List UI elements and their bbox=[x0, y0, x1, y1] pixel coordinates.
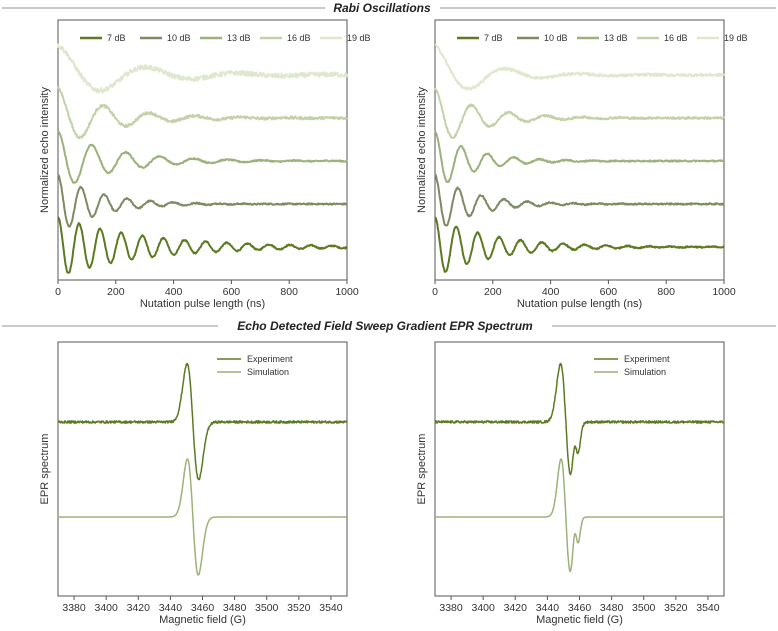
x-tick-label: 3520 bbox=[287, 602, 311, 614]
x-tick-label: 0 bbox=[432, 286, 438, 298]
x-tick-label: 1000 bbox=[712, 286, 736, 298]
series-line-16-dB bbox=[434, 87, 725, 139]
series-line-simulation bbox=[57, 458, 348, 576]
legend-label: 16 dB bbox=[287, 33, 311, 43]
x-tick-label: 200 bbox=[107, 286, 125, 298]
x-tick-label: 3420 bbox=[504, 602, 528, 614]
x-tick-label: 3540 bbox=[696, 602, 720, 614]
x-tick-label: 3420 bbox=[127, 602, 151, 614]
x-tick-label: 3440 bbox=[536, 602, 560, 614]
x-tick-label: 3500 bbox=[632, 602, 656, 614]
x-tick-label: 3440 bbox=[159, 602, 183, 614]
y-axis-label: EPR spectrum bbox=[416, 434, 428, 505]
series-line-16-dB bbox=[57, 86, 348, 140]
epr-chart-left: 3380 3400 3420 3440 3460 3480 3500 3520 3540 Magn… bbox=[39, 341, 348, 626]
section-header-epr: Echo Detected Field Sweep Gradient EPR S… bbox=[2, 319, 776, 333]
legend-label: 7 dB bbox=[107, 33, 126, 43]
legend-label: 10 dB bbox=[544, 33, 568, 43]
series-line-experiment bbox=[57, 362, 348, 481]
x-tick-label: 3540 bbox=[319, 602, 343, 614]
x-tick-label: 3400 bbox=[471, 602, 495, 614]
plot-frame bbox=[434, 341, 725, 597]
series-line-7-dB bbox=[434, 216, 725, 273]
x-tick-label: 1000 bbox=[335, 286, 359, 298]
section-title-rabi: Rabi Oscillations bbox=[333, 1, 431, 15]
legend-label: 13 dB bbox=[604, 33, 628, 43]
legend-label: 19 dB bbox=[724, 33, 748, 43]
x-tick-label: 3500 bbox=[255, 602, 279, 614]
y-axis-label: EPR spectrum bbox=[39, 434, 51, 505]
x-tick-label: 3380 bbox=[62, 602, 86, 614]
series-line-13-dB bbox=[57, 130, 348, 184]
legend-label: Simulation bbox=[624, 367, 666, 377]
rabi-chart-right: 0 200 400 600 800 1000 Nutation pulse length (… bbox=[416, 19, 748, 310]
legend-label: 19 dB bbox=[347, 33, 371, 43]
x-tick-label: 3520 bbox=[664, 602, 688, 614]
series-line-10-dB bbox=[434, 173, 725, 227]
x-tick-label: 600 bbox=[600, 286, 618, 298]
x-tick-label: 800 bbox=[280, 286, 298, 298]
x-tick-label: 200 bbox=[484, 286, 502, 298]
x-axis-label: Magnetic field (G) bbox=[536, 614, 623, 626]
x-tick-label: 800 bbox=[657, 286, 675, 298]
plot-frame bbox=[434, 19, 725, 281]
series-line-13-dB bbox=[434, 130, 725, 183]
epr-chart-right: 3380 3400 3420 3440 3460 3480 3500 3520 3540 Magn… bbox=[416, 341, 725, 626]
x-tick-label: 3480 bbox=[223, 602, 247, 614]
x-tick-label: 3460 bbox=[568, 602, 592, 614]
legend-label: 10 dB bbox=[167, 33, 191, 43]
legend-label: 13 dB bbox=[227, 33, 251, 43]
x-axis-label: Nutation pulse length (ns) bbox=[517, 298, 642, 310]
section-title-epr: Echo Detected Field Sweep Gradient EPR S… bbox=[237, 319, 533, 333]
x-tick-label: 3460 bbox=[191, 602, 215, 614]
x-tick-label: 3400 bbox=[94, 602, 118, 614]
section-header-rabi: Rabi Oscillations bbox=[2, 1, 776, 15]
legend-label: 7 dB bbox=[484, 33, 503, 43]
x-tick-label: 400 bbox=[165, 286, 183, 298]
x-axis-label: Nutation pulse length (ns) bbox=[140, 298, 265, 310]
series-line-7-dB bbox=[57, 216, 348, 274]
y-axis-label: Normalized echo intensity bbox=[416, 87, 428, 213]
x-tick-label: 3480 bbox=[600, 602, 624, 614]
x-tick-label: 3380 bbox=[439, 602, 463, 614]
series-line-19-dB bbox=[57, 43, 348, 94]
x-tick-label: 600 bbox=[223, 286, 241, 298]
x-tick-label: 0 bbox=[55, 286, 61, 298]
rabi-chart-left: 0 200 400 600 800 1000 Nutation pulse length (… bbox=[39, 19, 371, 310]
y-axis-label: Normalized echo intensity bbox=[39, 87, 51, 213]
plot-frame bbox=[57, 19, 348, 281]
legend-label: 16 dB bbox=[664, 33, 688, 43]
x-axis-label: Magnetic field (G) bbox=[159, 614, 246, 626]
series-line-10-dB bbox=[57, 174, 348, 228]
series-line-simulation bbox=[434, 458, 725, 573]
x-tick-label: 400 bbox=[542, 286, 560, 298]
series-line-19-dB bbox=[434, 44, 725, 91]
legend-label: Experiment bbox=[624, 354, 670, 364]
series-line-experiment bbox=[434, 362, 725, 476]
legend-label: Experiment bbox=[247, 354, 293, 364]
legend-label: Simulation bbox=[247, 367, 289, 377]
